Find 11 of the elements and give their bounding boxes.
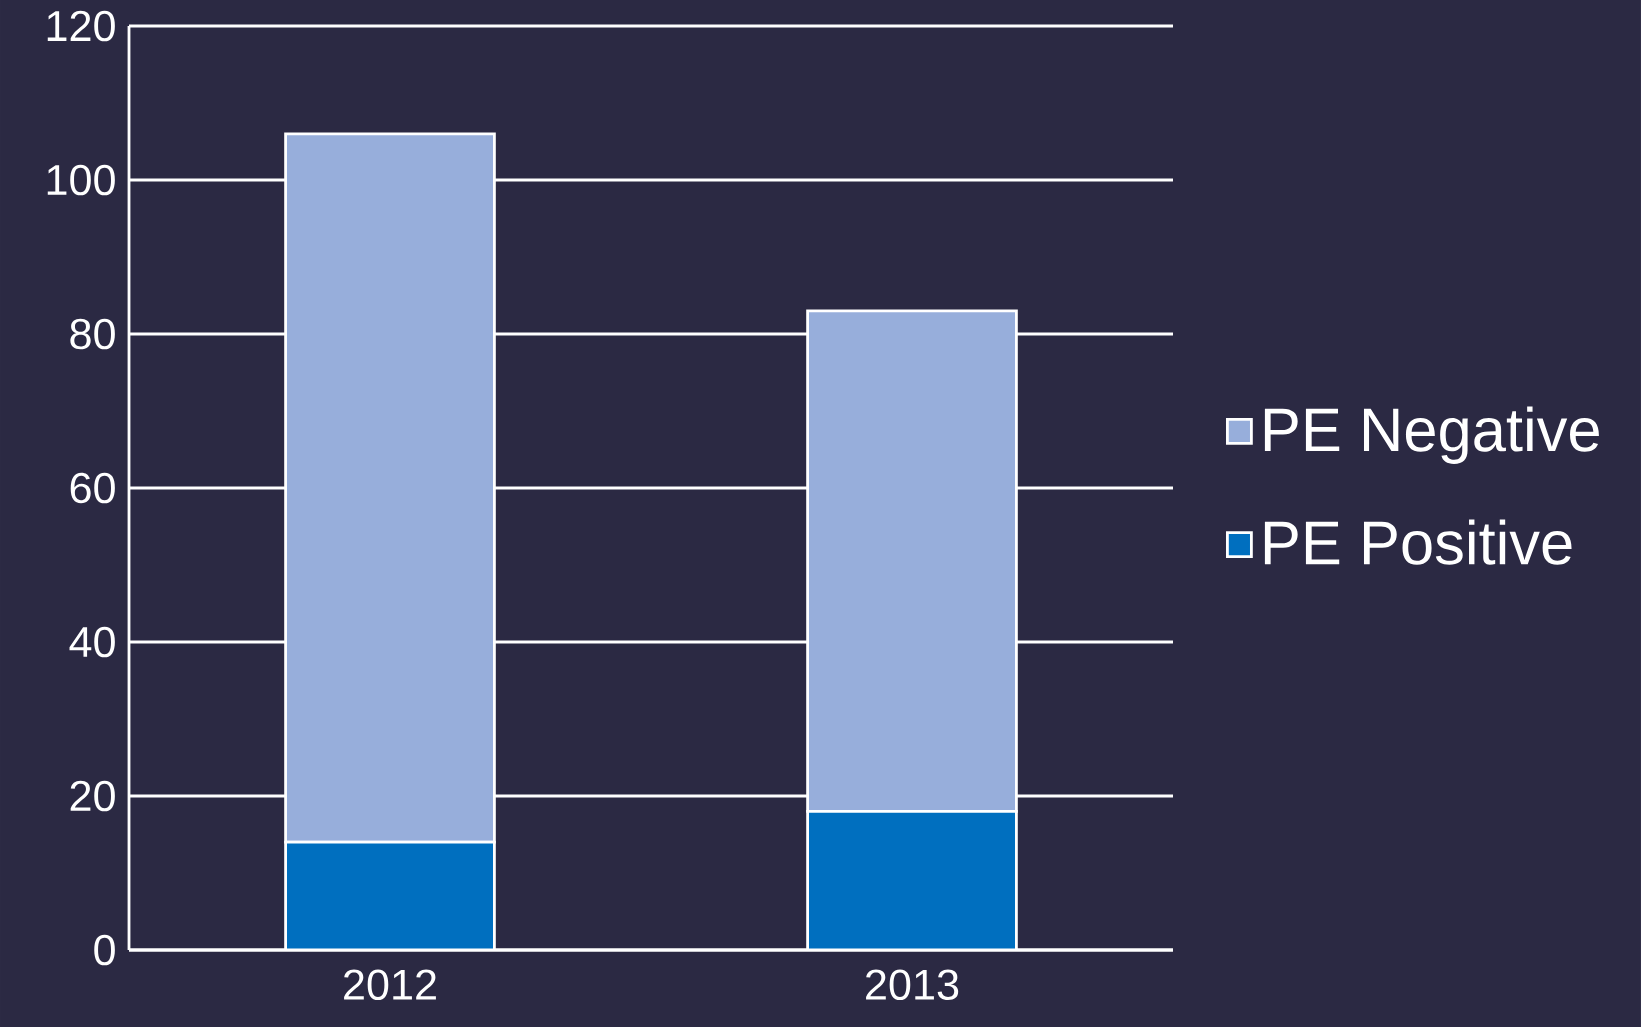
- legend-label: PE Negative: [1264, 406, 1599, 464]
- legend-label: PE Positive: [1264, 519, 1572, 565]
- y-tick-label: 20: [70, 780, 115, 812]
- y-tick-label: 100: [47, 164, 115, 196]
- y-tick-label: 0: [94, 934, 115, 966]
- y-tick-label: 60: [70, 472, 115, 504]
- y-tick-label: 40: [69, 626, 115, 658]
- y-tick-label: 120: [47, 10, 115, 42]
- x-tick-label: 2013: [866, 969, 959, 1001]
- y-tick-label: 80: [70, 318, 115, 350]
- x-tick-label: 2012: [344, 969, 436, 1001]
